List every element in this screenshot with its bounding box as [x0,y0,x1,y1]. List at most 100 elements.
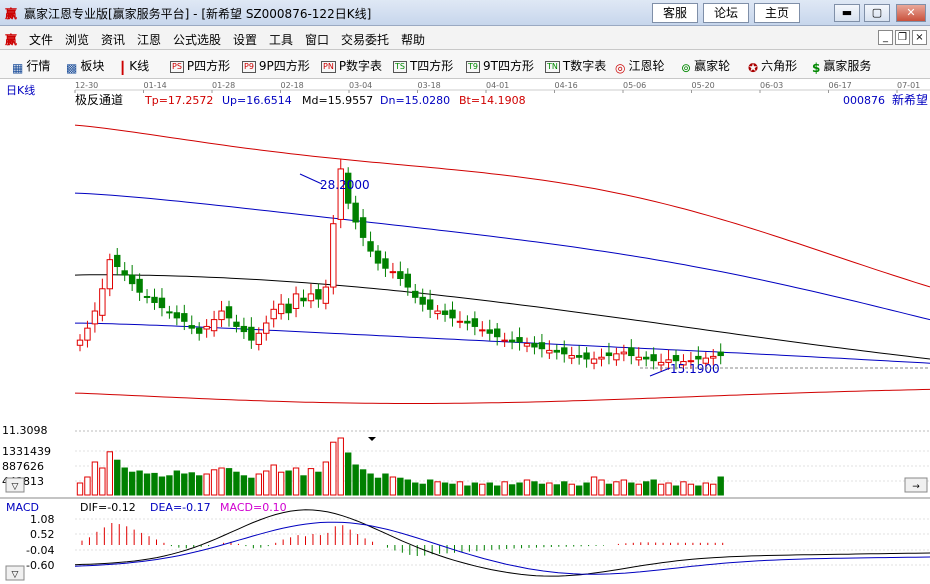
candle-up [523,343,531,347]
volume-bar-up [657,483,665,496]
homepage-button[interactable]: 主页 [754,3,800,23]
volume-bar-up [546,482,553,496]
menu-trade[interactable]: 交易委托 [341,33,390,47]
candle-down [114,254,121,268]
volume-bar-up [337,437,344,496]
date-label: 05-20 [692,81,715,90]
stock-name: 新希望 [892,92,928,107]
volume-bar-up [277,471,285,496]
candle-down [285,303,292,314]
volume-bar-down [583,482,590,496]
tool-sectors[interactable]: ▩ 板块 [66,59,105,75]
candle-up [218,310,225,321]
mdi-minimize-icon[interactable]: _ [878,30,893,45]
candle-down [561,347,568,355]
ps-icon: PS [170,61,184,73]
date-label: 01-14 [144,81,167,90]
dn-value: Dn=15.0280 [380,94,450,107]
tool-p-table[interactable]: PN P数字表 [321,59,383,73]
candle-up [680,361,687,366]
tn-icon: TN [545,61,560,73]
date-label: 02-18 [281,81,304,90]
menu-window[interactable]: 窗口 [305,33,330,47]
volume-bar-up [330,441,337,496]
candle-up [568,355,575,359]
menu-help[interactable]: 帮助 [401,33,426,47]
dollar-icon: $ [812,61,821,75]
tool-t-square[interactable]: TS T四方形 [393,59,454,73]
volume-bar-down [404,479,412,496]
tool-9p-square[interactable]: P9 9P四方形 [242,59,310,73]
candle-down [426,299,434,310]
mdi-close-icon[interactable]: × [912,30,927,45]
candle-up [657,361,665,366]
menu-browse[interactable]: 浏览 [65,33,90,47]
menu-tools[interactable]: 工具 [269,33,294,47]
tool-gann-wheel[interactable]: ◎ 江恩轮 [615,59,665,75]
big-wheel-icon: ⊚ [681,61,692,75]
close-icon[interactable]: ✕ [896,4,926,22]
tool-winner-wheel[interactable]: ⊚ 赢家轮 [681,59,731,75]
macd-axis-1: 1.08 [30,513,55,526]
forum-button[interactable]: 论坛 [703,3,749,23]
volume-bar-down [717,476,724,496]
customer-service-button[interactable]: 客服 [652,3,698,23]
volume-bar-down [397,477,404,496]
tool-quotes[interactable]: ▦ 行情 [12,59,51,75]
candle-up [91,310,99,325]
date-label: 01-28 [212,81,235,90]
tool-hexagon[interactable]: ✪ 六角形 [748,59,798,75]
candle-down [531,343,538,348]
macd-dea-line [74,521,930,575]
candle-down [359,217,367,238]
maximize-icon[interactable]: ▢ [864,4,890,22]
candle-down [575,355,583,358]
candle-up [263,322,270,334]
volume-bar-down [367,473,374,496]
menu-gann[interactable]: 江恩 [137,33,162,47]
volume-bar-down [315,471,322,496]
candle-up [99,288,106,316]
candle-down [352,202,359,223]
candle-down [464,320,471,324]
candle-down [412,290,419,298]
macd-scroll-button[interactable] [5,565,25,581]
volume-bar-up [91,461,99,496]
mdi-restore-icon[interactable]: ❐ [895,30,910,45]
tool-winner-service[interactable]: $ 赢家服务 [812,59,872,75]
volume-bar-down [240,475,248,496]
low-marker-line [649,367,671,377]
candle-down [121,270,128,276]
volume-bar-up [84,476,91,496]
volume-bar-down [575,485,583,496]
kline-chart[interactable]: 日K线 极反通道 Tp=17.2572 Up=16.6514 Md=15.955… [0,79,930,584]
volume-bar-down [553,484,560,496]
candle-up [434,310,441,315]
scroll-right-button[interactable] [904,477,928,493]
candle-up [620,351,628,355]
menu-formula[interactable]: 公式选股 [173,33,222,47]
channel-bottom-line [74,388,930,404]
scroll-down-button[interactable] [5,477,25,493]
candle-down [486,329,493,334]
volume-bar-up [106,451,113,496]
menu-settings[interactable]: 设置 [233,33,258,47]
candle-down [643,356,650,360]
volume-bar-up [665,482,672,496]
candle-down [173,312,181,319]
tool-p-square[interactable]: PS P四方形 [170,59,231,73]
candle-down [188,325,195,329]
volume-bar-down [151,472,158,496]
candle-down [233,321,240,327]
candle-down [382,258,389,269]
marker-icon [368,437,376,441]
menu-file[interactable]: 文件 [29,33,54,47]
tool-kline[interactable]: ┃ K线 [119,59,150,75]
minimize-icon[interactable]: ▬ [834,4,860,22]
volume-bar-up [292,467,300,496]
volume-bar-down [412,482,419,496]
title-bar: 赢 赢家江恩专业版[赢家服务平台] - [新希望 SZ000876-122日K线… [0,0,930,26]
tool-t-table[interactable]: TN T数字表 [545,59,607,73]
menu-info[interactable]: 资讯 [101,33,126,47]
tool-9t-square[interactable]: T9 9T四方形 [466,59,534,73]
